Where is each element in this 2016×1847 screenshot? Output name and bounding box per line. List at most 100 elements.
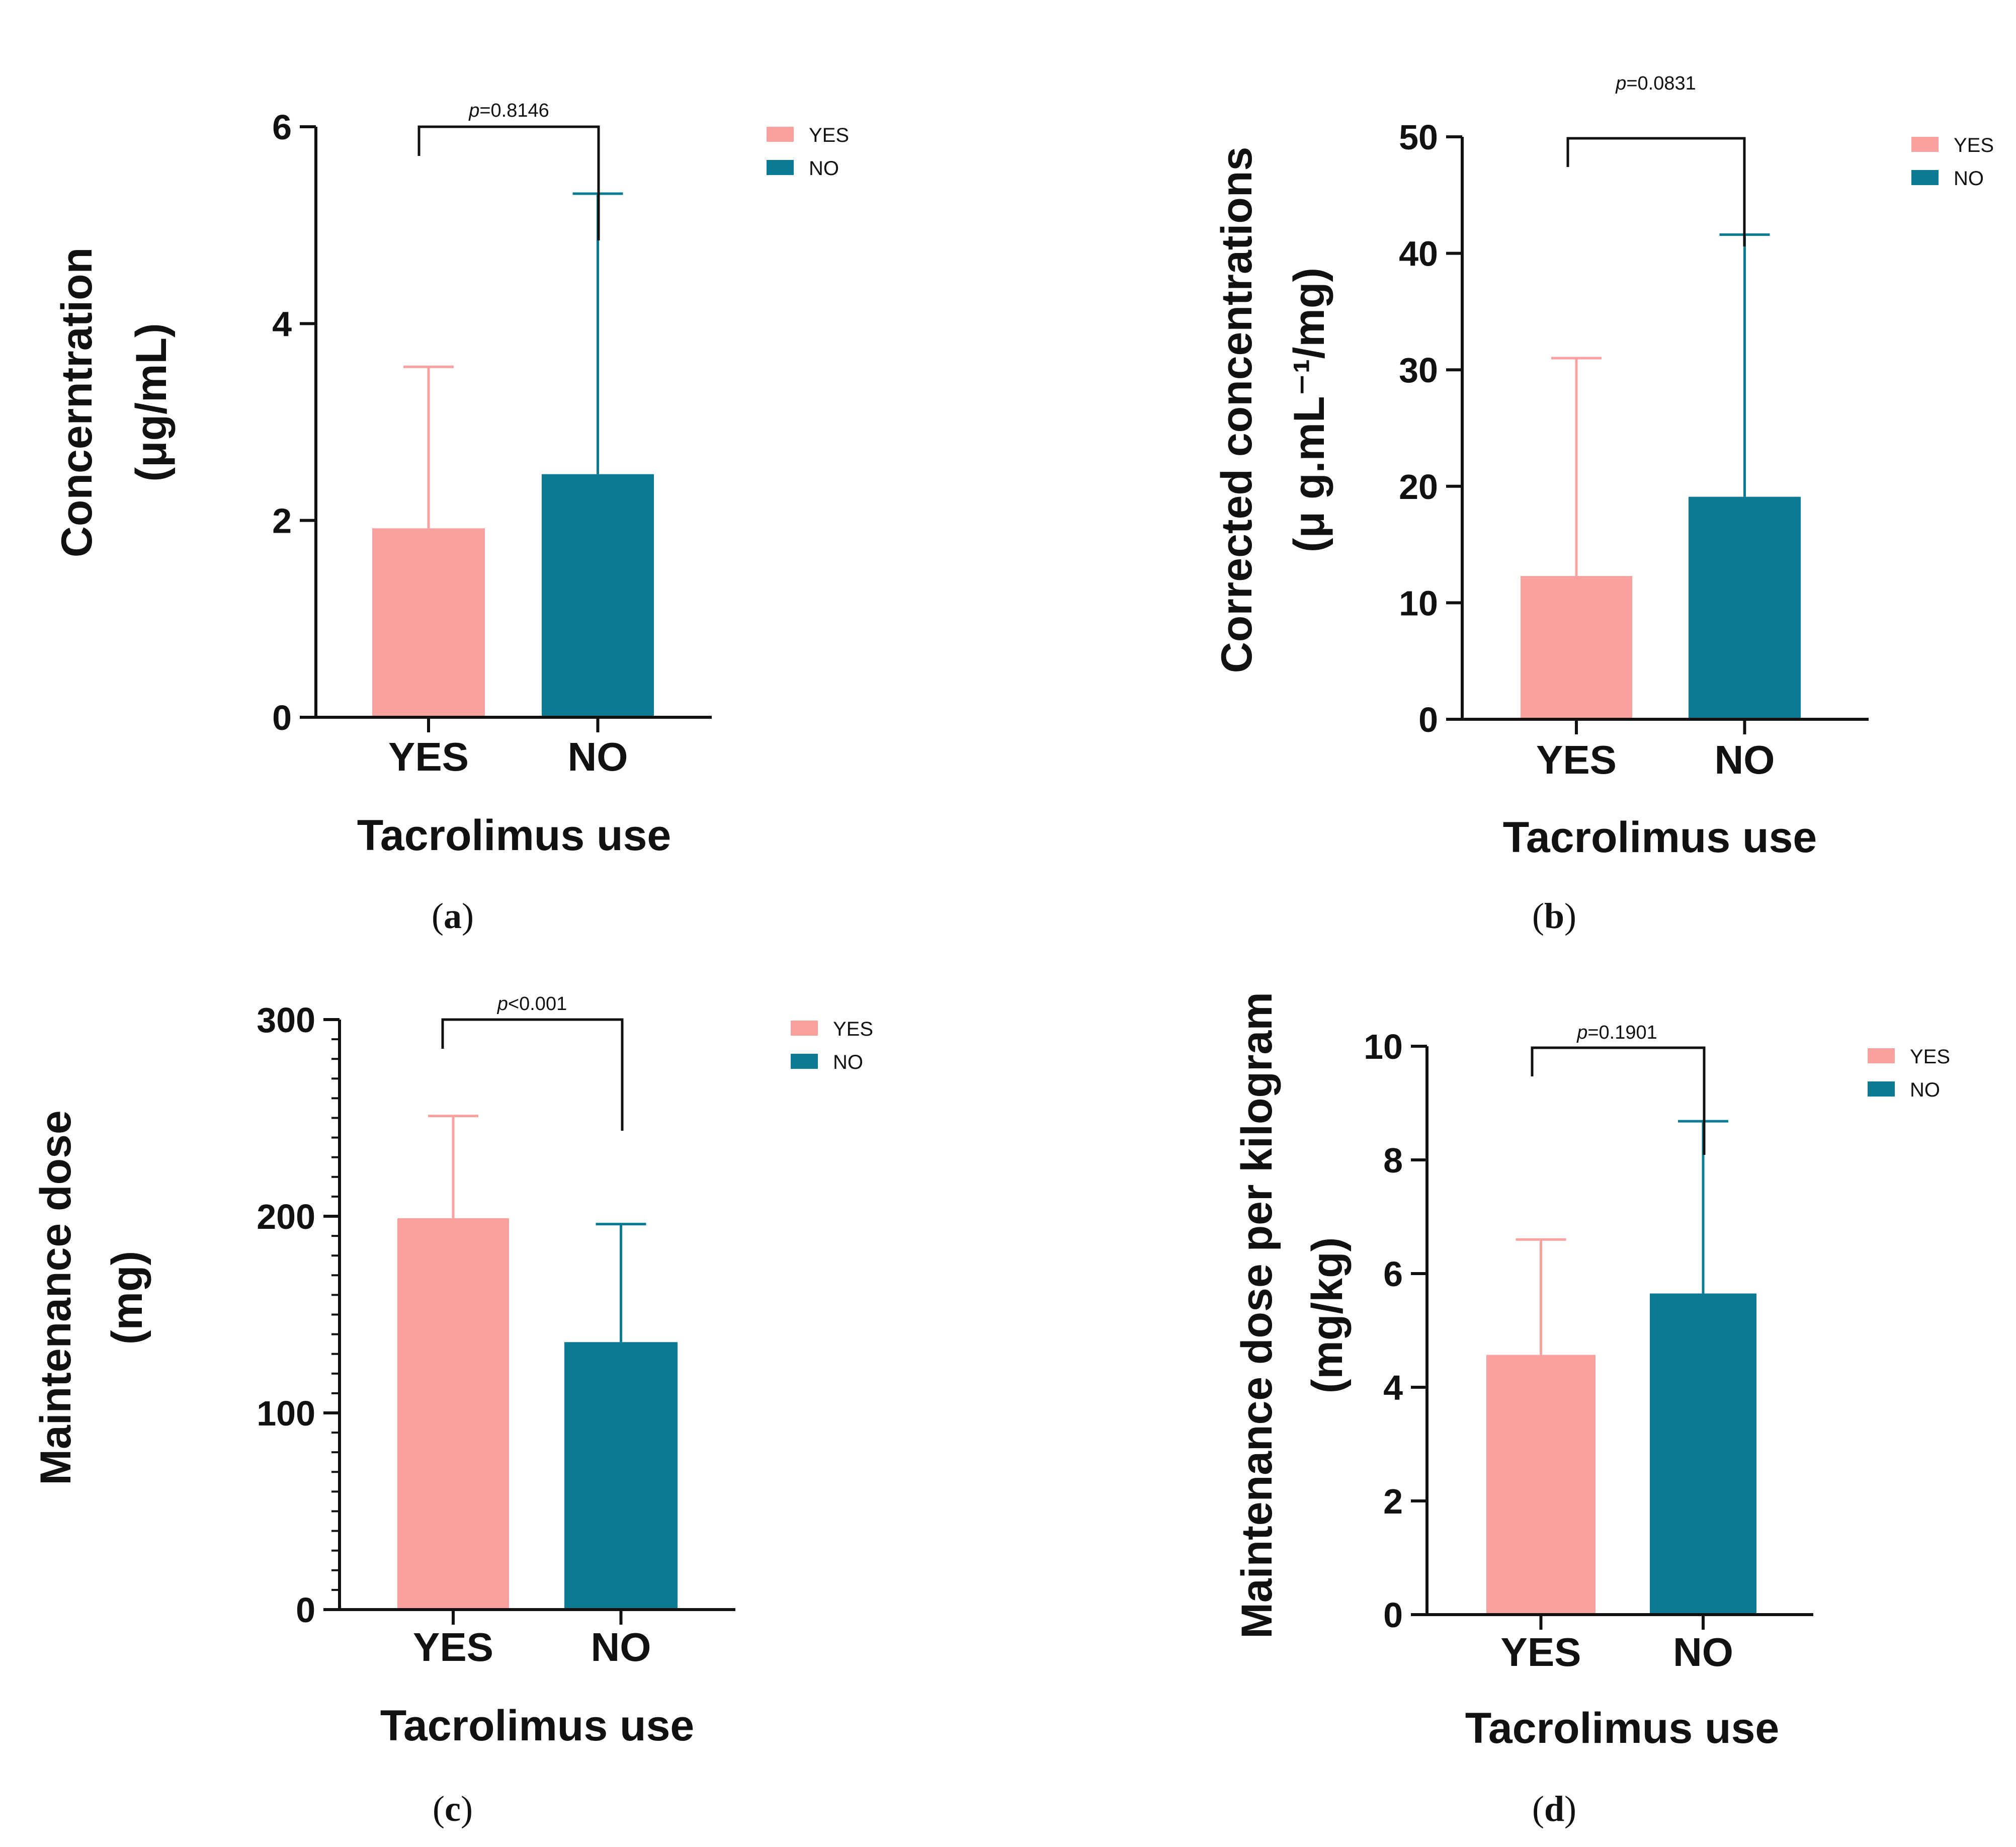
y-tick-label: 50 xyxy=(1399,118,1438,157)
panel-label-part: ) xyxy=(1564,1789,1576,1829)
legend-swatch-yes xyxy=(791,1021,818,1036)
panel-label-part: ) xyxy=(461,1789,473,1829)
x-tick-label-yes: YES xyxy=(1536,737,1617,782)
chart-panel-b: 0 10 20 30 40 50 YES NO Tacrolimus use Corrected … xyxy=(1213,73,1994,936)
legend-swatch-no xyxy=(767,160,794,175)
panel-label-part: ( xyxy=(432,896,444,936)
y-tick-label: 0 xyxy=(1418,700,1438,739)
y-tick-label: 6 xyxy=(272,108,292,147)
x-tick-label-yes: YES xyxy=(388,734,469,779)
legend-label-yes: YES xyxy=(833,1018,873,1040)
legend-label-no: NO xyxy=(1954,167,1984,190)
y-tick-label: 8 xyxy=(1383,1141,1403,1180)
panel-label-part: ( xyxy=(1532,1789,1544,1829)
p-value: <0.001 xyxy=(508,993,567,1015)
y-tick-label: 10 xyxy=(1399,583,1438,623)
x-tick-label-yes: YES xyxy=(413,1625,493,1669)
p-symbol: p xyxy=(468,100,479,121)
y-axis-unit: (μ g.mL⁻¹/mg) xyxy=(1285,268,1333,552)
panel-label: (b) xyxy=(1532,896,1576,936)
bar-yes xyxy=(397,1218,509,1610)
panel-label-part: b xyxy=(1544,896,1564,936)
p-value-label: p<0.001 xyxy=(497,993,567,1015)
significance-bracket xyxy=(1531,1046,1706,1155)
x-axis-title: Tacrolimus use xyxy=(1503,813,1817,862)
p-value-label: p=0.1901 xyxy=(1576,1022,1657,1043)
y-axis-title: Concerntration xyxy=(53,247,101,557)
legend-label-yes: YES xyxy=(809,124,849,146)
y-tick-label: 20 xyxy=(1399,467,1438,507)
panel-label-part: d xyxy=(1544,1789,1564,1829)
bar-yes xyxy=(372,528,485,717)
y-tick-label: 100 xyxy=(257,1394,315,1433)
panel-label: (a) xyxy=(432,896,474,936)
p-value: =0.0831 xyxy=(1626,73,1696,94)
legend-label-no: NO xyxy=(809,157,839,180)
y-tick-label: 30 xyxy=(1399,351,1438,390)
x-tick-label-yes: YES xyxy=(1500,1630,1581,1674)
bar-no xyxy=(1650,1293,1756,1615)
chart-panel-d: 0 2 4 6 8 10 YES NO Tacrolimus use Maintenance do… xyxy=(1233,992,1950,1829)
y-tick-label: 0 xyxy=(272,698,292,737)
y-axis-unit: (μg/mL) xyxy=(127,323,176,481)
panel-label: (c) xyxy=(433,1789,473,1829)
panel-label-part: ) xyxy=(1564,896,1576,936)
legend-swatch-yes xyxy=(767,127,794,142)
y-tick-label: 0 xyxy=(1383,1596,1403,1635)
significance-bracket xyxy=(441,1018,624,1131)
y-tick-label: 2 xyxy=(1383,1482,1403,1521)
legend-swatch-no xyxy=(791,1054,818,1069)
p-symbol: p xyxy=(1615,73,1626,94)
bar-no xyxy=(1689,496,1801,719)
panel-label-part: c xyxy=(445,1789,461,1829)
x-axis-title: Tacrolimus use xyxy=(1465,1704,1780,1752)
legend-swatch-no xyxy=(1911,170,1939,185)
p-symbol: p xyxy=(1576,1022,1587,1043)
y-axis-title: Corrected concentrations xyxy=(1213,147,1261,674)
x-axis-title: Tacrolimus use xyxy=(380,1702,695,1750)
y-tick-label: 6 xyxy=(1383,1254,1403,1294)
y-tick-label: 2 xyxy=(272,501,292,541)
x-axis-title: Tacrolimus use xyxy=(357,811,671,860)
y-axis-title: Maintenance dose per kilogram xyxy=(1233,992,1281,1639)
y-axis-unit: (mg) xyxy=(103,1251,151,1345)
panel-label: (d) xyxy=(1532,1789,1576,1829)
legend-swatch-yes xyxy=(1911,137,1939,152)
y-axis-unit: (mg/kg) xyxy=(1303,1237,1352,1394)
p-symbol: p xyxy=(497,993,508,1015)
y-tick-label: 0 xyxy=(296,1590,315,1630)
chart-panel-a: 0 2 4 6 YES NO Tacrolimus use Concerntration (μg… xyxy=(53,100,849,936)
bar-no xyxy=(564,1342,678,1610)
y-tick-label: 10 xyxy=(1364,1027,1403,1066)
y-tick-label: 4 xyxy=(1383,1368,1403,1407)
p-value-label: p=0.0831 xyxy=(1615,73,1696,94)
y-tick-label: 4 xyxy=(272,304,292,344)
x-tick-label-no: NO xyxy=(1715,737,1775,782)
x-tick-label-no: NO xyxy=(591,1625,651,1669)
legend-label-no: NO xyxy=(833,1051,863,1073)
bar-no xyxy=(542,474,654,717)
x-tick-label-no: NO xyxy=(1673,1630,1733,1674)
legend-swatch-yes xyxy=(1868,1048,1895,1063)
chart-panel-c: 0 100 200 300 YES NO Tacrolimus use Maintenance… xyxy=(32,993,873,1829)
significance-bracket xyxy=(417,125,600,240)
panel-label-part: ) xyxy=(462,896,474,936)
x-tick-label-no: NO xyxy=(568,734,628,779)
bar-yes xyxy=(1521,576,1632,719)
p-value: =0.1901 xyxy=(1587,1022,1657,1043)
bar-yes xyxy=(1486,1355,1595,1615)
y-axis-title: Maintenance dose xyxy=(32,1110,80,1485)
p-value: =0.8146 xyxy=(479,100,549,121)
panel-label-part: a xyxy=(444,896,462,936)
y-tick-label: 40 xyxy=(1399,234,1438,274)
p-value-label: p=0.8146 xyxy=(468,100,549,121)
legend-label-yes: YES xyxy=(1954,134,1994,156)
y-tick-label: 300 xyxy=(257,1000,315,1040)
legend-swatch-no xyxy=(1868,1081,1895,1097)
y-tick-label: 200 xyxy=(257,1197,315,1236)
legend-label-yes: YES xyxy=(1910,1046,1950,1068)
legend-label-no: NO xyxy=(1910,1079,1940,1101)
panel-label-part: ( xyxy=(1532,896,1544,936)
panel-label-part: ( xyxy=(433,1789,445,1829)
